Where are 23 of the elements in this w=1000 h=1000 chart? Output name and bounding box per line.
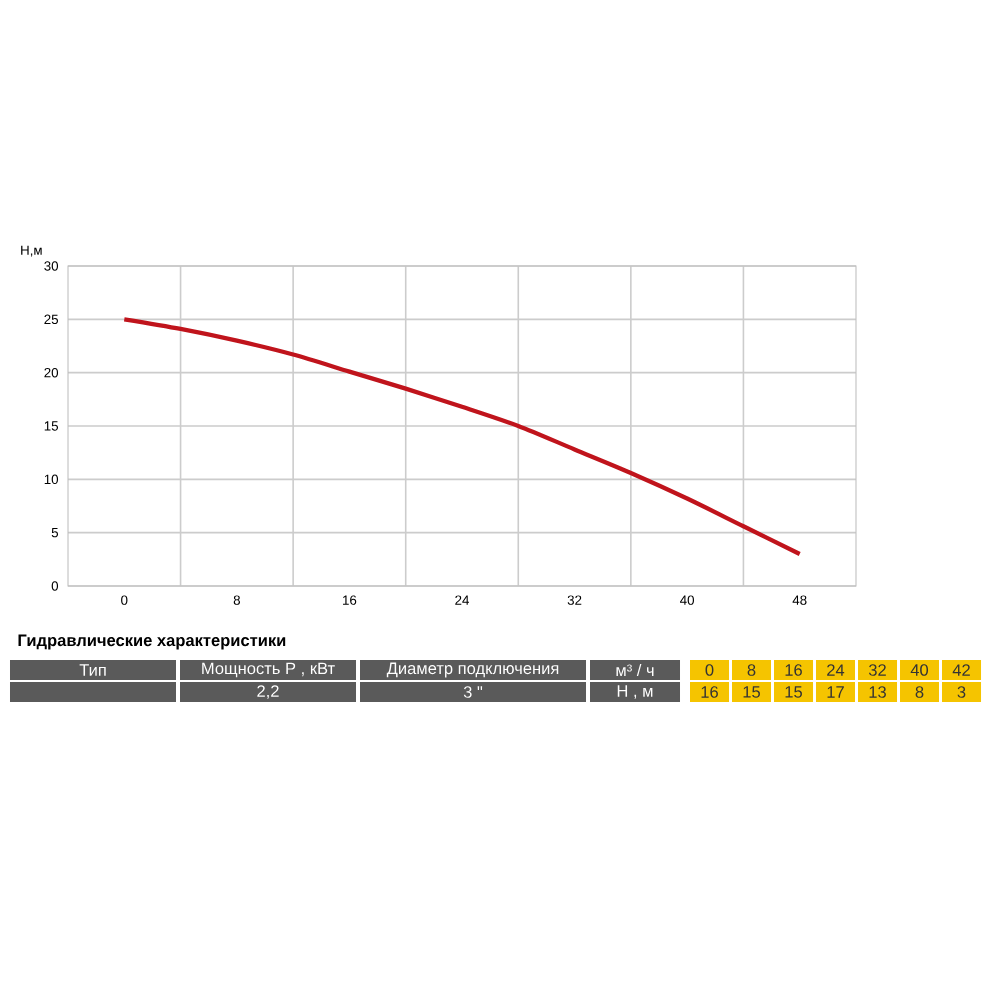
line-series (122, 317, 802, 557)
text: 40 (910, 664, 929, 676)
text: м³ / ч (616, 663, 654, 677)
text: 32 (868, 664, 886, 676)
text: 16 (785, 664, 802, 676)
text: Диаметр подключения (386, 662, 559, 678)
text: 15 (785, 686, 802, 698)
text: 17 (827, 686, 844, 698)
text: 13 (869, 686, 886, 698)
text: Тип (79, 664, 106, 676)
text: 24 (827, 664, 845, 676)
text: 8 (747, 664, 756, 676)
text: 16 (701, 686, 718, 698)
text: 0 (705, 664, 714, 676)
text: Н , м (617, 685, 653, 699)
text: 3 (957, 686, 966, 698)
text: Мощность Р , кВт (202, 662, 335, 678)
text: 15 (743, 686, 760, 698)
text: 42 (952, 664, 970, 676)
text: 3 " (463, 686, 483, 698)
text: Гидравлические характеристики (18, 634, 286, 650)
text: 8 (915, 686, 924, 698)
text: 2,2 (257, 685, 279, 699)
